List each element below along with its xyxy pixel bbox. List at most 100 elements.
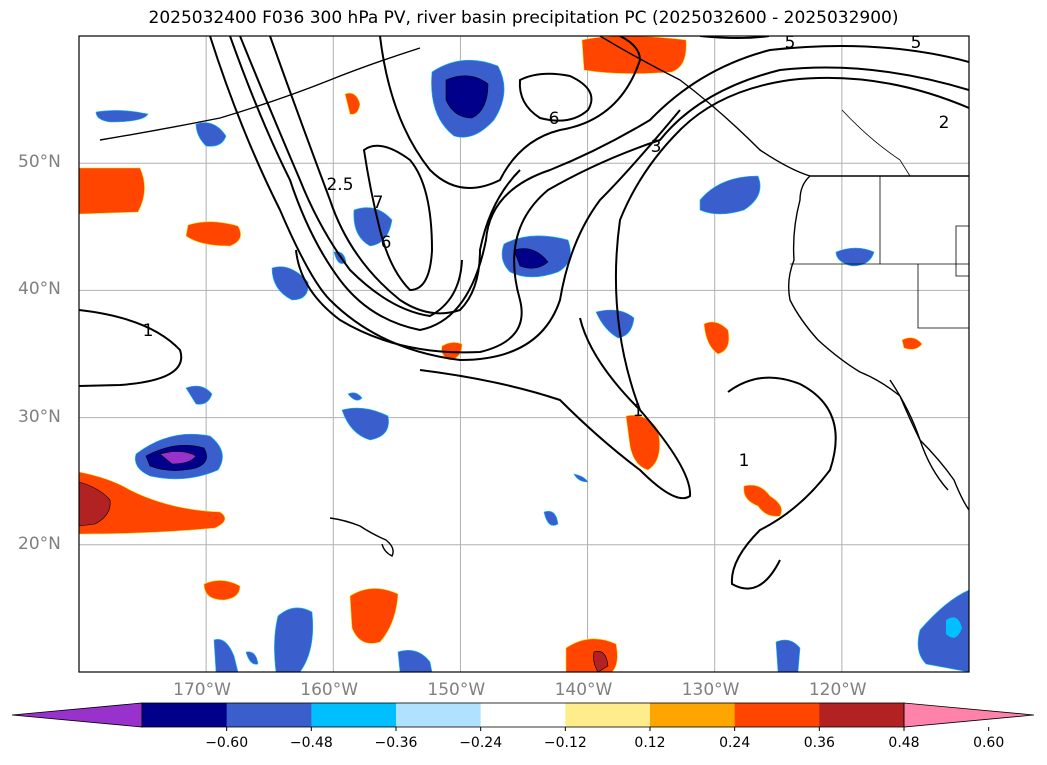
precip-anomaly-positive bbox=[203, 580, 241, 601]
precip-anomaly-positive bbox=[79, 167, 145, 215]
pv-contour-2 bbox=[614, 76, 969, 411]
precip-anomaly-negative bbox=[543, 510, 559, 526]
precip-anomaly-negative bbox=[213, 639, 239, 672]
map-plot-area: 5 5 2 6 3 2.5 7 6 1 1 1 bbox=[79, 33, 969, 672]
precip-anomaly-negative bbox=[274, 607, 314, 672]
precip-anomaly-negative bbox=[775, 639, 801, 672]
latitude-tick-label: 50°N bbox=[18, 152, 61, 173]
coastlines bbox=[99, 36, 969, 557]
colorbar-segment bbox=[819, 703, 905, 727]
precip-anomaly-negative bbox=[699, 175, 761, 215]
borders bbox=[790, 109, 969, 329]
precip-anomaly-strong-negative bbox=[445, 75, 489, 119]
precip-anomaly-negative bbox=[397, 650, 433, 672]
contour-label: 1 bbox=[633, 401, 644, 421]
longitude-tick-label: 150°W bbox=[427, 680, 486, 700]
contour-label: 1 bbox=[739, 451, 750, 471]
colorbar-segment bbox=[480, 703, 566, 727]
pv-contour-5b bbox=[699, 36, 770, 39]
longitude-tick-label: 120°W bbox=[808, 680, 867, 700]
pv-contour-1-east bbox=[727, 376, 837, 590]
contour-label: 5 bbox=[911, 33, 922, 53]
longitude-tick-label: 160°W bbox=[300, 680, 359, 700]
colorbar-tick-label: 0.12 bbox=[634, 735, 666, 751]
colorbar-tick-label: −0.24 bbox=[459, 735, 503, 751]
contour-label: 2.5 bbox=[326, 175, 353, 195]
colorbar-segment bbox=[142, 703, 228, 727]
contour-label: 6 bbox=[381, 233, 392, 253]
pv-contour-1-trough bbox=[419, 317, 692, 500]
pv-contour-6 bbox=[518, 72, 593, 122]
pv-contour-inner bbox=[362, 144, 434, 292]
precip-anomaly-negative bbox=[185, 385, 213, 405]
contour-label: 5 bbox=[785, 33, 796, 53]
colorbar-tick-label: 0.60 bbox=[973, 735, 1005, 751]
colorbar bbox=[11, 702, 1035, 731]
colorbar-tick-label: −0.12 bbox=[543, 735, 587, 751]
precip-anomaly-strong-negative bbox=[513, 248, 549, 269]
longitude-tick-label: 170°W bbox=[173, 680, 231, 700]
contour-label: 6 bbox=[549, 109, 560, 129]
gridlines bbox=[79, 36, 969, 672]
precip-anomaly-positive bbox=[703, 321, 730, 355]
precip-anomaly-negative bbox=[347, 392, 363, 401]
contour-label: 3 bbox=[651, 137, 662, 157]
pv-contour-3 bbox=[295, 66, 969, 354]
pv-contour-5 bbox=[229, 36, 969, 332]
precip-anomaly-positive bbox=[565, 638, 618, 672]
precip-anomaly-positive bbox=[581, 36, 687, 74]
pv-contour-1-west bbox=[79, 309, 183, 387]
latitude-tick-label: 40°N bbox=[18, 279, 61, 300]
aleutian-islands bbox=[99, 47, 421, 141]
precip-anomaly-negative bbox=[341, 407, 389, 441]
precip-anomaly-positive bbox=[625, 415, 660, 471]
precip-anomaly-positive bbox=[79, 471, 226, 535]
precip-anomaly-negative bbox=[573, 473, 589, 483]
pv-contour-2.5 bbox=[269, 36, 521, 315]
colorbar-tick-label: −0.36 bbox=[374, 735, 418, 751]
hawaii-islands bbox=[329, 517, 394, 557]
pv-contour-labels: 5 5 2 6 3 2.5 7 6 1 1 1 bbox=[143, 33, 950, 471]
latitude-tick-label: 30°N bbox=[18, 406, 61, 427]
precip-anomaly-extreme-negative bbox=[159, 451, 197, 465]
longitude-tick-label: 140°W bbox=[554, 680, 613, 700]
colorbar-tick-label: 0.48 bbox=[888, 735, 920, 751]
contour-label: 1 bbox=[143, 321, 154, 341]
colorbar-segment bbox=[311, 703, 397, 727]
contour-label: 2 bbox=[939, 113, 950, 133]
pv-contours bbox=[79, 36, 969, 590]
precip-anomaly-positive bbox=[901, 337, 923, 350]
precip-anomaly-strong-positive bbox=[593, 651, 609, 672]
colorbar-segment bbox=[650, 703, 736, 727]
precip-anomaly-negative bbox=[245, 651, 259, 665]
colorbar-tick-label: −0.60 bbox=[205, 735, 249, 751]
colorbar-segment bbox=[396, 703, 482, 727]
contour-label: 7 bbox=[373, 193, 384, 213]
colorbar-extend-low bbox=[11, 702, 143, 728]
precip-anomaly-negative bbox=[835, 247, 875, 267]
colorbar-tick-label: 0.24 bbox=[719, 735, 751, 751]
colorbar-extend-high bbox=[903, 702, 1035, 728]
precip-anomaly-positive bbox=[344, 92, 361, 115]
precip-shading bbox=[79, 36, 969, 672]
colorbar-segment bbox=[734, 703, 820, 727]
precip-anomaly-negative bbox=[946, 617, 962, 638]
colorbar-tick-label: 0.36 bbox=[803, 735, 835, 751]
precip-anomaly-negative bbox=[917, 589, 969, 672]
colorbar-frame bbox=[141, 702, 905, 728]
precip-anomaly-positive bbox=[349, 588, 399, 644]
pv-contour-outer bbox=[379, 36, 642, 189]
pv-contour-7 bbox=[239, 36, 463, 318]
colorbar-segment bbox=[226, 703, 312, 727]
precip-anomaly-negative bbox=[195, 122, 227, 147]
colorbar-tick-label: −0.48 bbox=[289, 735, 333, 751]
precip-anomaly-strong-positive bbox=[79, 481, 111, 527]
precip-anomaly-negative bbox=[271, 266, 309, 301]
pv-contour-far bbox=[209, 36, 681, 362]
longitude-tick-label: 130°W bbox=[681, 680, 740, 700]
north-america-coast bbox=[787, 175, 969, 511]
precip-anomaly-positive bbox=[743, 484, 782, 517]
precip-anomaly-positive bbox=[185, 221, 241, 247]
latitude-tick-label: 20°N bbox=[18, 533, 61, 554]
